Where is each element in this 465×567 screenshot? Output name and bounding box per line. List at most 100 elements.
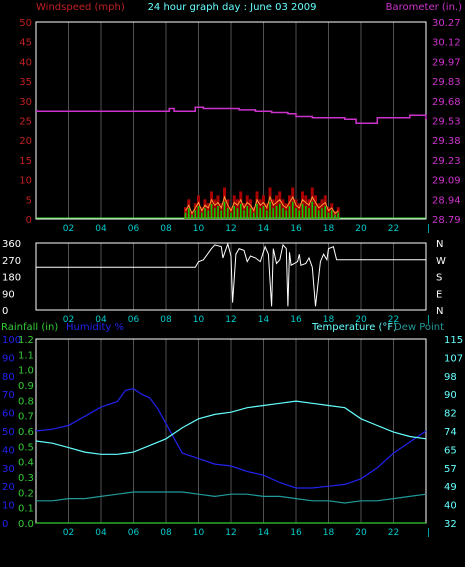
x-tick-label: 18 xyxy=(323,224,335,234)
wind-avg-bar xyxy=(265,210,268,219)
wind-avg-bar xyxy=(330,210,333,219)
humidity-tick-label: 100 xyxy=(2,335,21,346)
x-tick-label: 16 xyxy=(290,315,302,325)
x-tick-label: | xyxy=(427,224,430,234)
wind-avg-bar xyxy=(327,212,330,219)
x-tick-label: 22 xyxy=(388,224,399,234)
x-tick-label: 10 xyxy=(193,315,205,325)
compass-label: N xyxy=(436,239,443,250)
x-tick-label: 02 xyxy=(63,528,74,538)
wind-avg-bar xyxy=(295,208,297,219)
x-tick-label: 06 xyxy=(128,315,140,325)
humidity-tick-label: 20 xyxy=(2,482,15,493)
temperature-tick-label: 107 xyxy=(444,353,463,364)
direction-tick-label: 270 xyxy=(2,256,21,267)
rainfall-axis-title: Rainfall (in) xyxy=(1,322,58,333)
wind-tick-label: 30 xyxy=(19,97,32,108)
rain-tick-label: 0.4 xyxy=(18,458,34,469)
temperature-tick-label: 49 xyxy=(444,482,457,493)
x-tick-label: 20 xyxy=(355,224,367,234)
temperature-tick-label: 98 xyxy=(444,372,457,383)
wind-avg-bar xyxy=(317,210,320,219)
baro-tick-label: 29.23 xyxy=(432,156,461,167)
rain-tick-label: 0.0 xyxy=(18,519,34,530)
rain-tick-label: 0.8 xyxy=(18,396,34,407)
wind-avg-bar xyxy=(210,203,213,219)
direction-tick-label: 360 xyxy=(2,239,21,250)
wind-avg-bar xyxy=(239,203,242,219)
wind-avg-bar xyxy=(184,212,187,219)
wind-avg-bar xyxy=(311,201,314,219)
temperature-axis-title: Temperature (°F) xyxy=(311,322,397,333)
wind-avg-bar xyxy=(226,208,229,219)
wind-avg-bar xyxy=(285,210,288,219)
x-tick-label: 02 xyxy=(63,224,74,234)
wind-avg-bar xyxy=(288,205,291,219)
wind-avg-bar xyxy=(194,210,197,219)
compass-label: W xyxy=(436,256,446,267)
baro-tick-label: 29.68 xyxy=(432,97,461,108)
wind-tick-label: 45 xyxy=(19,38,32,49)
wind-avg-bar xyxy=(197,205,200,219)
wind-avg-bar xyxy=(262,205,265,219)
wind-avg-bar xyxy=(204,208,206,219)
chart-title: 24 hour graph day : June 03 2009 xyxy=(148,2,317,13)
wind-avg-bar xyxy=(301,203,304,219)
baro-tick-label: 28.79 xyxy=(432,215,461,226)
compass-label: E xyxy=(436,289,442,300)
rain-tick-label: 0.1 xyxy=(18,504,34,515)
wind-axis-title: Windspeed (mph) xyxy=(36,2,125,13)
x-tick-label: 22 xyxy=(388,315,399,325)
x-tick-label: 10 xyxy=(193,528,205,538)
x-tick-label: 04 xyxy=(95,224,107,234)
wind-avg-bar xyxy=(220,210,223,219)
rain-tick-label: 0.5 xyxy=(18,442,34,453)
humidity-tick-label: 30 xyxy=(2,464,15,475)
baro-tick-label: 29.97 xyxy=(432,57,461,68)
x-tick-label: 04 xyxy=(95,528,107,538)
wind-tick-label: 15 xyxy=(19,156,32,167)
wind-avg-bar xyxy=(321,208,323,219)
wind-tick-label: 35 xyxy=(19,77,32,88)
wind-tick-label: 25 xyxy=(19,117,32,128)
wind-avg-bar xyxy=(223,201,226,219)
x-tick-label: 08 xyxy=(160,315,172,325)
rain-tick-label: 1.2 xyxy=(18,335,34,346)
x-tick-label: 12 xyxy=(225,315,236,325)
humidity-line xyxy=(35,388,427,489)
baro-tick-label: 29.38 xyxy=(432,136,461,147)
x-tick-label: 18 xyxy=(323,528,335,538)
direction-tick-label: 90 xyxy=(2,289,15,300)
x-tick-label: | xyxy=(427,528,430,538)
gust-line xyxy=(185,195,339,215)
rain-tick-label: 1.1 xyxy=(18,350,34,361)
humidity-tick-label: 0 xyxy=(2,519,8,530)
baro-axis-title: Barometer (in.) xyxy=(386,2,462,13)
humidity-tick-label: 90 xyxy=(2,353,15,364)
wind-tick-label: 50 xyxy=(19,18,32,29)
temperature-tick-label: 40 xyxy=(444,501,457,512)
x-tick-label: 22 xyxy=(388,528,399,538)
x-tick-label: | xyxy=(427,315,430,325)
humidity-tick-label: 10 xyxy=(2,501,15,512)
temperature-tick-label: 74 xyxy=(444,427,457,438)
wind-avg-bar xyxy=(191,214,193,219)
temperature-tick-label: 82 xyxy=(444,409,457,420)
dewpoint-line xyxy=(36,491,427,504)
wind-avg-bar xyxy=(314,205,317,219)
x-tick-label: 14 xyxy=(258,528,270,538)
barometer-line xyxy=(36,106,427,124)
compass-label: N xyxy=(436,306,443,317)
panel-frame xyxy=(35,242,427,311)
rain-tick-label: 0.2 xyxy=(18,488,34,499)
wind-tick-label: 5 xyxy=(26,195,32,206)
x-tick-label: 16 xyxy=(290,528,302,538)
rain-tick-label: 0.6 xyxy=(18,427,34,438)
wind-avg-bar xyxy=(217,205,219,219)
compass-label: S xyxy=(436,273,442,284)
humidity-tick-label: 60 xyxy=(2,409,15,420)
x-tick-label: 08 xyxy=(160,528,172,538)
wind-avg-bar xyxy=(291,201,294,219)
